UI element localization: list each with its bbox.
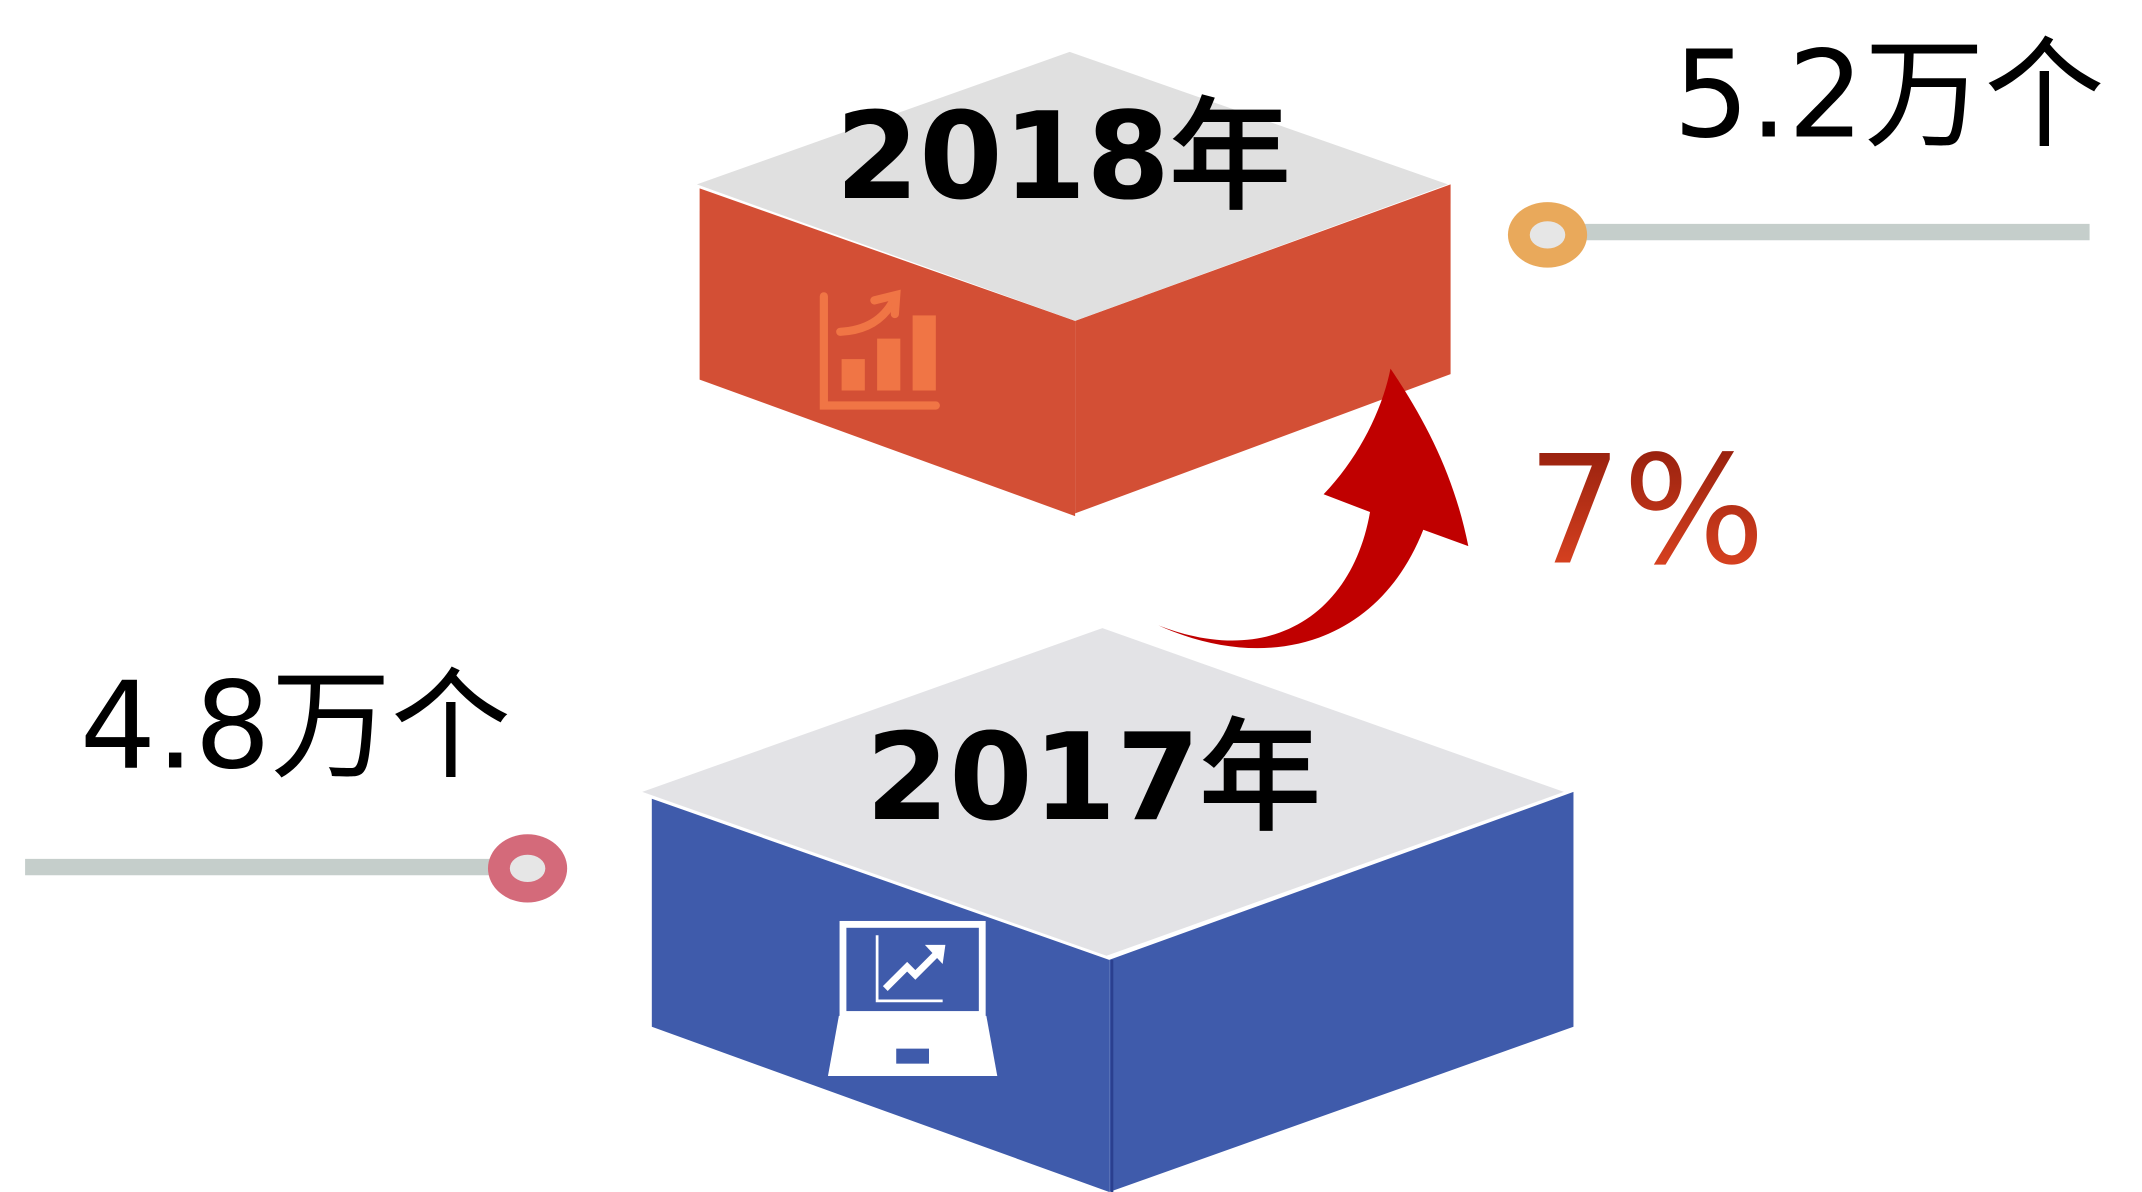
value-label: 4.8万个	[80, 656, 511, 796]
year-label: 2018年	[836, 87, 1291, 227]
box-right-face	[1109, 791, 1574, 1192]
callout-2017: 4.8万个	[25, 656, 568, 903]
callout-dot-inner	[509, 854, 546, 883]
chart-icon	[819, 289, 940, 410]
value-label: 5.2万个	[1673, 26, 2104, 166]
chart-icon-bars	[841, 315, 936, 391]
laptop-icon	[827, 920, 998, 1076]
growth-label: 7%	[1527, 425, 1765, 599]
box-top-face	[696, 51, 1448, 321]
box-2018: 2018年	[696, 51, 1451, 517]
callout-dot-inner	[1529, 221, 1566, 249]
box-top-face	[642, 628, 1564, 956]
callout-2018: 5.2万个	[1507, 26, 2105, 268]
box-2017: 2017年	[642, 628, 1574, 1192]
year-label: 2017年	[866, 708, 1321, 848]
growth-arrow	[1158, 368, 1469, 649]
box-left-face	[651, 798, 1110, 1192]
box-right-face	[1075, 184, 1451, 514]
